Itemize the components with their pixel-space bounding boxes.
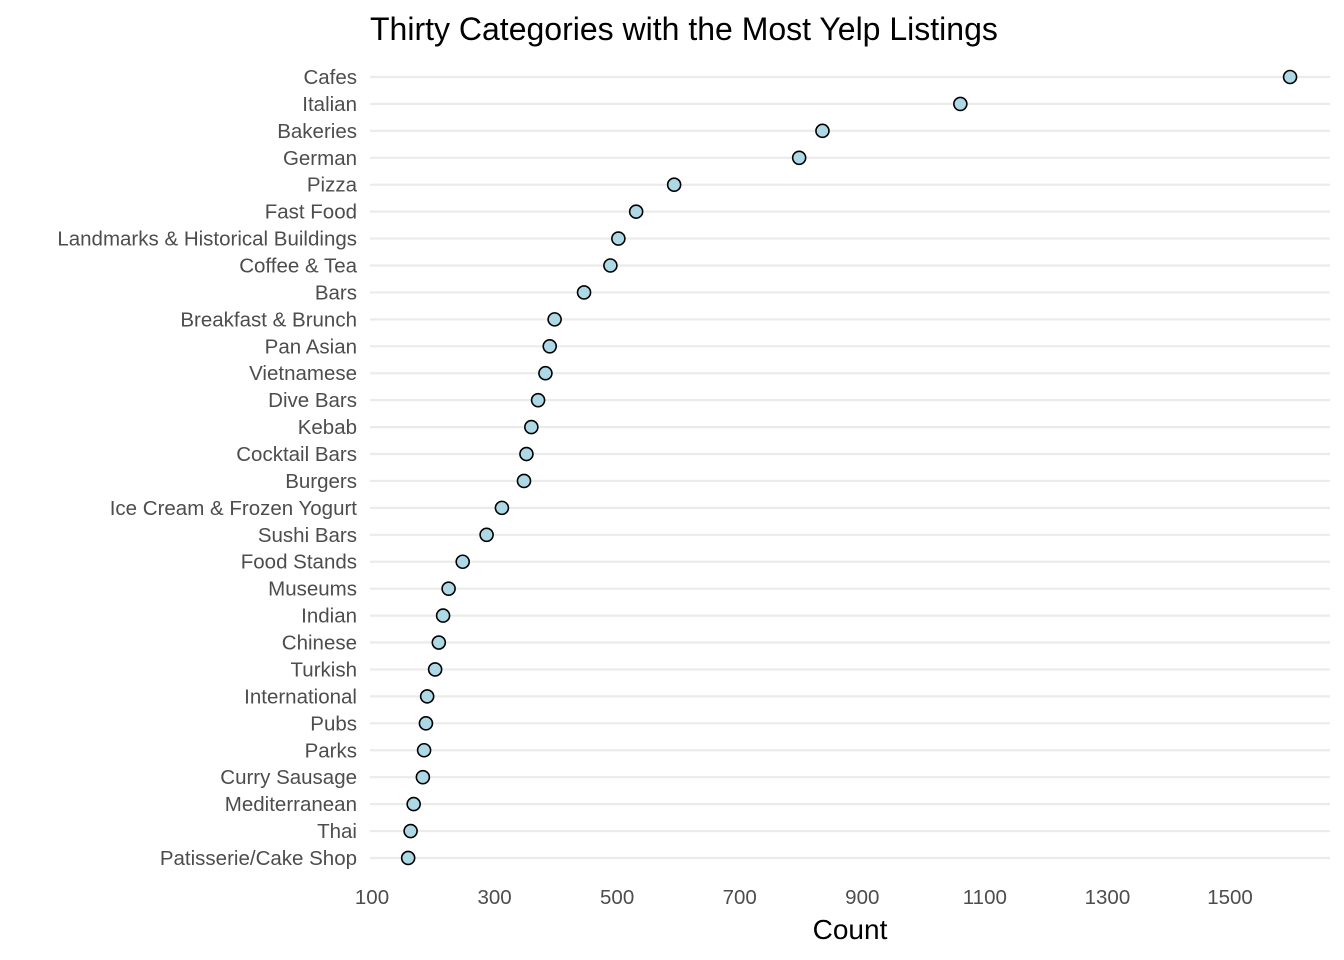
data-point	[603, 258, 618, 273]
data-point	[516, 473, 532, 489]
data-point	[542, 338, 558, 354]
data-point	[791, 150, 807, 166]
category-label: Museums	[268, 578, 357, 601]
category-label: Thai	[317, 820, 357, 843]
category-label: Cafes	[303, 66, 357, 89]
category-label: Kebab	[298, 416, 357, 439]
category-label: Pizza	[307, 174, 358, 197]
category-label: Coffee & Tea	[239, 255, 357, 278]
data-point	[441, 581, 456, 596]
x-tick-label: 300	[477, 886, 511, 909]
data-point	[1282, 69, 1298, 85]
x-tick-label: 700	[723, 886, 757, 909]
category-label: Chinese	[282, 632, 357, 655]
category-label: Curry Sausage	[220, 766, 357, 789]
category-label: Fast Food	[265, 201, 357, 224]
category-label: International	[244, 685, 357, 708]
data-point	[406, 796, 421, 812]
data-point	[403, 823, 418, 839]
data-point	[431, 635, 447, 650]
category-label: Cocktail Bars	[236, 443, 357, 466]
category-label: Indian	[301, 605, 357, 628]
data-point	[666, 177, 682, 193]
data-point	[494, 500, 510, 516]
category-label: Parks	[305, 739, 357, 762]
category-label: Landmarks & Historical Buildings	[57, 228, 357, 251]
category-label: Pan Asian	[265, 335, 357, 358]
data-point	[519, 446, 534, 462]
data-point	[611, 231, 626, 246]
data-point	[427, 662, 443, 677]
data-point	[628, 204, 644, 219]
x-tick-label: 1100	[963, 886, 1007, 909]
data-point	[576, 285, 592, 300]
data-point	[415, 769, 431, 785]
data-point	[479, 527, 494, 543]
data-point	[416, 742, 432, 758]
x-tick-label: 100	[355, 886, 389, 909]
category-label: Bakeries	[277, 120, 357, 143]
data-point	[419, 689, 435, 704]
data-point	[815, 123, 830, 139]
data-points	[400, 69, 1298, 866]
x-tick-labels: 100 300 500 700 900 1100 1300 1500	[355, 886, 1253, 909]
x-axis-label: Count	[813, 914, 888, 945]
x-tick-label: 900	[845, 886, 879, 909]
category-label: Dive Bars	[268, 389, 357, 412]
data-point	[400, 850, 416, 866]
category-label: Turkish	[291, 658, 357, 681]
category-label: Burgers	[285, 470, 357, 493]
category-label: Patisserie/Cake Shop	[160, 847, 357, 870]
data-point	[530, 392, 546, 408]
category-label: Vietnamese	[249, 362, 357, 385]
data-point	[435, 608, 451, 623]
data-point	[524, 419, 539, 435]
chart-title: Thirty Categories with the Most Yelp Lis…	[370, 11, 998, 47]
data-point	[538, 365, 553, 381]
category-label: Ice Cream & Frozen Yogurt	[110, 497, 358, 520]
category-label: Sushi Bars	[258, 524, 357, 547]
data-point	[455, 554, 471, 570]
category-label: Mediterranean	[225, 793, 357, 816]
category-label: Bars	[315, 281, 357, 304]
data-point	[953, 96, 968, 112]
gridlines	[370, 75, 1330, 860]
category-label: Italian	[302, 93, 357, 116]
x-tick-label: 1300	[1085, 886, 1131, 909]
category-label: Food Stands	[241, 551, 357, 574]
category-label: Breakfast & Brunch	[180, 308, 357, 331]
category-label: German	[283, 147, 357, 170]
category-label: Pubs	[310, 712, 357, 735]
x-tick-label: 1500	[1207, 886, 1253, 909]
data-point	[547, 312, 562, 327]
data-point	[418, 716, 434, 731]
x-tick-label: 500	[600, 886, 634, 909]
category-labels: Cafes Italian Bakeries German Pizza Fast Food…	[57, 66, 357, 870]
